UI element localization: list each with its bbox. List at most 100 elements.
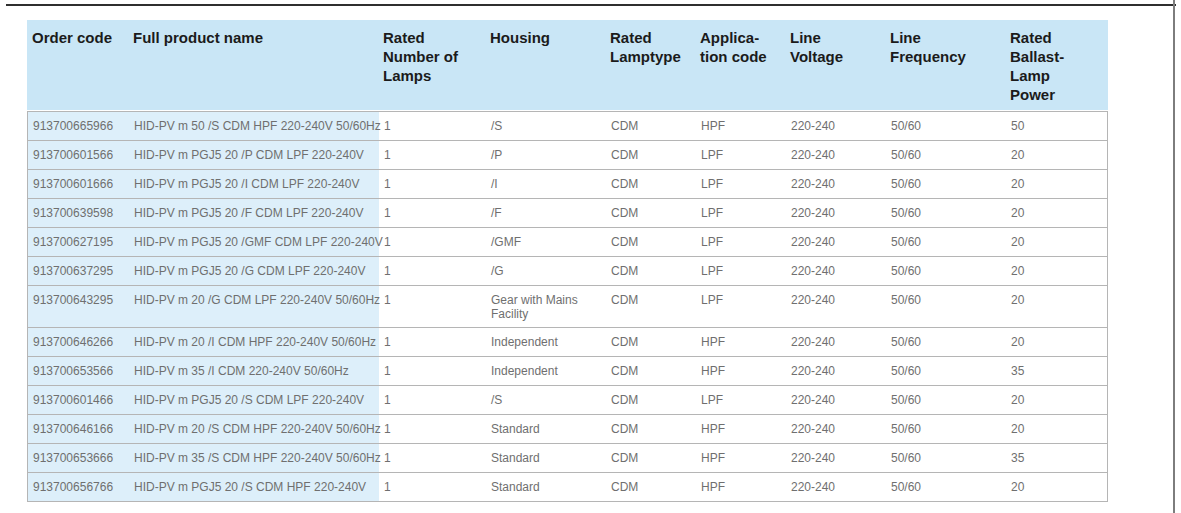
table-body: 913700665966 HID-PV m 50 /S CDM HPF 220-… bbox=[27, 111, 1108, 502]
table-row: 913700601566 HID-PV m PGJ5 20 /P CDM LPF… bbox=[28, 141, 1107, 170]
cell-ballast-power: 50 bbox=[1006, 112, 1109, 140]
cell-line-voltage: 220-240 bbox=[786, 199, 886, 227]
cell-order-code: 913700627195 bbox=[28, 228, 129, 256]
cell-housing: /G bbox=[486, 257, 606, 285]
cell-lamps: 1 bbox=[379, 415, 486, 443]
cell-line-frequency: 50/60 bbox=[886, 112, 1006, 140]
cell-order-code: 913700653666 bbox=[28, 444, 129, 472]
cell-lamptype: CDM bbox=[606, 473, 696, 501]
cell-lamps: 1 bbox=[379, 170, 486, 198]
table-header-row: Order code Full product name Rated Numbe… bbox=[27, 20, 1108, 110]
cell-line-frequency: 50/60 bbox=[886, 170, 1006, 198]
cell-product-name: HID-PV m PGJ5 20 /S CDM LPF 220-240V bbox=[129, 386, 379, 414]
table-row: 913700656766 HID-PV m PGJ5 20 /S CDM HPF… bbox=[28, 473, 1107, 502]
cell-line-voltage: 220-240 bbox=[786, 170, 886, 198]
cell-housing: /F bbox=[486, 199, 606, 227]
cell-line-frequency: 50/60 bbox=[886, 199, 1006, 227]
cell-application-code: HPF bbox=[696, 444, 786, 472]
cell-product-name: HID-PV m PGJ5 20 /G CDM LPF 220-240V bbox=[129, 257, 379, 285]
cell-ballast-power: 20 bbox=[1006, 473, 1109, 501]
cell-lamps: 1 bbox=[379, 228, 486, 256]
cell-line-frequency: 50/60 bbox=[886, 415, 1006, 443]
table-row: 913700646166 HID-PV m 20 /S CDM HPF 220-… bbox=[28, 415, 1107, 444]
cell-product-name: HID-PV m PGJ5 20 /P CDM LPF 220-240V bbox=[129, 141, 379, 169]
cell-lamptype: CDM bbox=[606, 286, 696, 327]
cell-order-code: 913700601466 bbox=[28, 386, 129, 414]
cell-application-code: HPF bbox=[696, 357, 786, 385]
cell-lamps: 1 bbox=[379, 357, 486, 385]
cell-line-voltage: 220-240 bbox=[786, 286, 886, 327]
cell-product-name: HID-PV m PGJ5 20 /S CDM HPF 220-240V bbox=[129, 473, 379, 501]
cell-housing: Gear with Mains Facility bbox=[486, 286, 606, 327]
cell-lamps: 1 bbox=[379, 257, 486, 285]
cell-ballast-power: 20 bbox=[1006, 286, 1109, 327]
table-row: 913700601466 HID-PV m PGJ5 20 /S CDM LPF… bbox=[28, 386, 1107, 415]
cell-housing: /S bbox=[486, 386, 606, 414]
cell-lamptype: CDM bbox=[606, 170, 696, 198]
cell-product-name: HID-PV m 35 /I CDM 220-240V 50/60Hz bbox=[129, 357, 379, 385]
cell-application-code: LPF bbox=[696, 257, 786, 285]
cell-application-code: LPF bbox=[696, 386, 786, 414]
cell-product-name: HID-PV m 50 /S CDM HPF 220-240V 50/60Hz bbox=[129, 112, 379, 140]
cell-order-code: 913700639598 bbox=[28, 199, 129, 227]
header-line-voltage: Line Voltage bbox=[785, 20, 885, 110]
cell-order-code: 913700601666 bbox=[28, 170, 129, 198]
cell-order-code: 913700637295 bbox=[28, 257, 129, 285]
cell-housing: Standard bbox=[486, 415, 606, 443]
cell-line-voltage: 220-240 bbox=[786, 257, 886, 285]
header-line-frequency: Line Frequency bbox=[885, 20, 1005, 110]
cell-application-code: LPF bbox=[696, 228, 786, 256]
cell-housing: Standard bbox=[486, 473, 606, 501]
cell-lamps: 1 bbox=[379, 328, 486, 356]
cell-application-code: LPF bbox=[696, 170, 786, 198]
cell-product-name: HID-PV m PGJ5 20 /F CDM LPF 220-240V bbox=[129, 199, 379, 227]
cell-order-code: 913700643295 bbox=[28, 286, 129, 327]
cell-order-code: 913700646266 bbox=[28, 328, 129, 356]
cell-product-name: HID-PV m 35 /S CDM HPF 220-240V 50/60Hz bbox=[129, 444, 379, 472]
cell-product-name: HID-PV m PGJ5 20 /I CDM LPF 220-240V bbox=[129, 170, 379, 198]
cell-lamptype: CDM bbox=[606, 112, 696, 140]
cell-order-code: 913700646166 bbox=[28, 415, 129, 443]
header-application-code: Applica- tion code bbox=[695, 20, 785, 110]
cell-ballast-power: 20 bbox=[1006, 257, 1109, 285]
cell-line-voltage: 220-240 bbox=[786, 328, 886, 356]
cell-product-name: HID-PV m PGJ5 20 /GMF CDM LPF 220-240V bbox=[129, 228, 379, 256]
cell-order-code: 913700656766 bbox=[28, 473, 129, 501]
cell-application-code: HPF bbox=[696, 328, 786, 356]
table-row: 913700653666 HID-PV m 35 /S CDM HPF 220-… bbox=[28, 444, 1107, 473]
cell-application-code: HPF bbox=[696, 415, 786, 443]
cell-ballast-power: 35 bbox=[1006, 444, 1109, 472]
cell-order-code: 913700601566 bbox=[28, 141, 129, 169]
cell-lamptype: CDM bbox=[606, 415, 696, 443]
cell-line-frequency: 50/60 bbox=[886, 228, 1006, 256]
header-rated-ballast-lamp-power: Rated Ballast- Lamp Power bbox=[1005, 20, 1108, 110]
cell-ballast-power: 20 bbox=[1006, 328, 1109, 356]
cell-line-voltage: 220-240 bbox=[786, 386, 886, 414]
page-right-edge bbox=[1173, 0, 1175, 513]
cell-lamptype: CDM bbox=[606, 328, 696, 356]
product-spec-table: Order code Full product name Rated Numbe… bbox=[27, 20, 1108, 502]
cell-line-voltage: 220-240 bbox=[786, 473, 886, 501]
cell-application-code: HPF bbox=[696, 473, 786, 501]
cell-application-code: HPF bbox=[696, 112, 786, 140]
cell-product-name: HID-PV m 20 /G CDM LPF 220-240V 50/60Hz bbox=[129, 286, 379, 327]
cell-ballast-power: 20 bbox=[1006, 141, 1109, 169]
header-housing: Housing bbox=[485, 20, 605, 110]
header-full-product-name: Full product name bbox=[128, 20, 378, 110]
cell-line-frequency: 50/60 bbox=[886, 286, 1006, 327]
cell-application-code: LPF bbox=[696, 286, 786, 327]
page-top-rule bbox=[6, 4, 1176, 6]
table-row: 913700627195 HID-PV m PGJ5 20 /GMF CDM L… bbox=[28, 228, 1107, 257]
cell-lamptype: CDM bbox=[606, 386, 696, 414]
cell-ballast-power: 20 bbox=[1006, 199, 1109, 227]
cell-application-code: LPF bbox=[696, 199, 786, 227]
header-rated-lamptype: Rated Lamptype bbox=[605, 20, 695, 110]
cell-line-voltage: 220-240 bbox=[786, 444, 886, 472]
cell-line-frequency: 50/60 bbox=[886, 444, 1006, 472]
header-order-code: Order code bbox=[27, 20, 128, 110]
cell-lamps: 1 bbox=[379, 141, 486, 169]
cell-line-voltage: 220-240 bbox=[786, 415, 886, 443]
table-row: 913700646266 HID-PV m 20 /I CDM HPF 220-… bbox=[28, 328, 1107, 357]
cell-lamps: 1 bbox=[379, 386, 486, 414]
header-rated-number-of-lamps: Rated Number of Lamps bbox=[378, 20, 485, 110]
